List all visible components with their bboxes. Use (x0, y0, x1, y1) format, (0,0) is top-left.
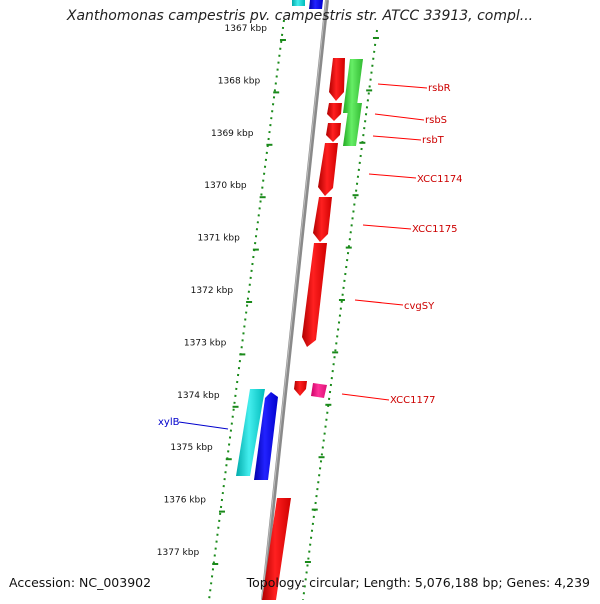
gene-red-2[interactable] (327, 103, 342, 121)
gene-red-3[interactable] (326, 123, 341, 142)
label-XCC1175[interactable]: XCC1175 (412, 224, 458, 235)
ruler-tick-label: 1367 kbp (225, 24, 268, 34)
leader-XCC1177 (341, 393, 390, 401)
ruler-tick-label: 1370 kbp (204, 181, 247, 191)
ruler-ticks: 1367 kbp 1368 kbp 1369 kbp 1370 kbp 1371 kbp… (157, 24, 286, 565)
gene-XCC1174[interactable] (318, 143, 338, 196)
ruler-tick-label: 1373 kbp (184, 338, 227, 348)
ruler-tick-label: 1376 kbp (164, 496, 207, 506)
gene-xylB[interactable] (254, 392, 278, 480)
leader-XCC1174 (368, 173, 417, 179)
gene-blue-top[interactable] (309, 0, 323, 9)
label-XCC1177[interactable]: XCC1177 (390, 395, 436, 406)
label-rsbS[interactable]: rsbS (425, 115, 447, 126)
genome-backbone-highlight (261, 0, 327, 601)
label-rsbT[interactable]: rsbT (422, 135, 445, 146)
gene-XCC1175[interactable] (313, 197, 332, 242)
ruler-tick-label: 1374 kbp (177, 391, 220, 401)
genome-summary-text: Topology: circular; Length: 5,076,188 bp… (246, 575, 590, 590)
leader-cvgSY (354, 299, 404, 306)
leader-rsbS (374, 113, 425, 121)
gene-XCC1177-arrow[interactable] (294, 381, 307, 396)
leader-rsbT (372, 135, 422, 141)
ruler-tick-label: 1371 kbp (197, 234, 240, 244)
gene-red-1[interactable] (329, 58, 345, 101)
gene-rsbR[interactable] (343, 59, 363, 113)
gene-cvgSY[interactable] (302, 243, 327, 347)
ruler-tick-label: 1369 kbp (211, 129, 254, 139)
accession-text: Accession: NC_003902 (9, 575, 152, 590)
label-cvgSY[interactable]: cvgSY (404, 301, 435, 312)
gene-red-bottom[interactable] (262, 498, 291, 600)
gene-rsbST[interactable] (343, 103, 362, 146)
ruler-tick-label: 1372 kbp (191, 286, 234, 296)
leader-xylB (178, 421, 229, 430)
leader-XCC1175 (362, 224, 412, 230)
ruler-tick-label: 1377 kbp (157, 548, 200, 558)
label-XCC1174[interactable]: XCC1174 (417, 174, 463, 185)
genome-backbone (261, 0, 329, 601)
label-rsbR[interactable]: rsbR (428, 83, 451, 94)
ruler-tick-label: 1368 kbp (218, 76, 261, 86)
ruler-tick-label: 1375 kbp (170, 443, 213, 453)
leader-rsbR (377, 83, 428, 89)
gene-cyan-xylB[interactable] (236, 389, 265, 476)
right-dotted-track (302, 29, 378, 601)
gene-XCC1177[interactable] (311, 383, 327, 398)
map-title: Xanthomonas campestris pv. campestris st… (66, 8, 534, 24)
gene-cyan-top[interactable] (292, 0, 305, 6)
label-xylB[interactable]: xylB (158, 417, 180, 428)
right-track-ticks (304, 37, 379, 563)
